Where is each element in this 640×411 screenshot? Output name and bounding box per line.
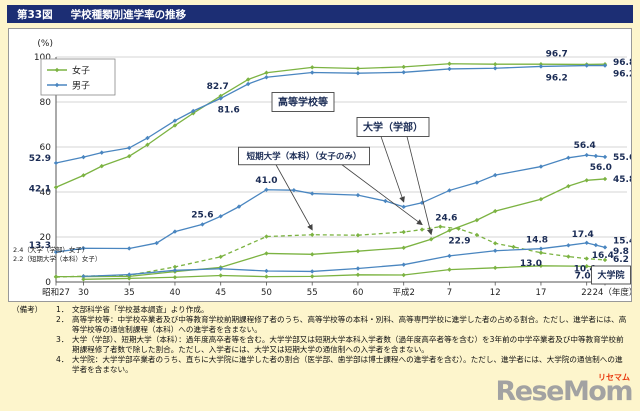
figure-header: 第33図 学校種類別進学率の推移 xyxy=(7,5,633,23)
svg-text:56.0: 56.0 xyxy=(590,163,612,173)
resemom-logo: リセマム ReseMom xyxy=(495,373,633,409)
svg-text:60: 60 xyxy=(40,143,52,153)
svg-text:13.3: 13.3 xyxy=(29,241,51,251)
svg-text:22: 22 xyxy=(581,288,592,298)
svg-text:男子: 男子 xyxy=(72,81,90,92)
svg-text:短期大学（本科）（女子のみ）: 短期大学（本科）（女子のみ） xyxy=(247,151,362,162)
svg-text:16.4: 16.4 xyxy=(592,251,614,261)
svg-text:22.9: 22.9 xyxy=(448,236,470,246)
svg-text:40: 40 xyxy=(170,288,181,298)
resemom-wordmark: ReseMom xyxy=(495,376,633,407)
notes-label: （備考） xyxy=(12,305,43,314)
svg-text:82.7: 82.7 xyxy=(207,82,229,92)
svg-text:大学院: 大学院 xyxy=(597,269,624,281)
svg-text:平成2: 平成2 xyxy=(392,287,414,298)
note-item: 2． 高等学校等：中学校卒業者及び中等教育学校前期課程修了者のうち、高等学校等の… xyxy=(56,315,627,335)
svg-text:96.2: 96.2 xyxy=(613,70,631,80)
svg-text:7.0: 7.0 xyxy=(575,271,591,281)
svg-text:45: 45 xyxy=(215,288,226,298)
svg-text:35: 35 xyxy=(124,288,135,298)
svg-text:0: 0 xyxy=(45,278,51,288)
svg-text:大学（学部）: 大学（学部） xyxy=(363,121,423,134)
svg-text:10.4: 10.4 xyxy=(574,265,596,275)
figure-title: 学校種類別進学率の推移 xyxy=(70,8,187,21)
note-item: 3． 大学（学部）、短期大学（本科）：過年度高卒者等を含む。大学学部又は短期大学… xyxy=(56,335,624,355)
svg-text:2.2（短期大学（本科）女子）: 2.2（短期大学（本科）女子） xyxy=(13,254,101,263)
svg-text:2.4（大学（学部）女子）: 2.4（大学（学部）女子） xyxy=(13,245,88,254)
svg-text:50: 50 xyxy=(261,288,272,298)
svg-text:52.9: 52.9 xyxy=(29,154,51,164)
svg-text:24（年度）: 24（年度） xyxy=(593,287,631,298)
note-item: 4． 大学院：大学学部卒業者のうち、直ちに大学院に進学した者の割合（医学部、歯学… xyxy=(56,355,623,375)
svg-text:42.1: 42.1 xyxy=(29,184,51,194)
resemom-kana-label: リセマム xyxy=(598,373,630,382)
svg-text:17: 17 xyxy=(536,288,547,298)
svg-text:20: 20 xyxy=(40,233,52,243)
svg-text:60: 60 xyxy=(353,288,364,298)
svg-text:55: 55 xyxy=(307,288,318,298)
figure-number: 第33図 xyxy=(17,8,53,21)
svg-text:56.4: 56.4 xyxy=(574,141,596,151)
svg-text:45.8: 45.8 xyxy=(613,175,631,185)
svg-text:96.7: 96.7 xyxy=(546,49,568,59)
svg-text:81.6: 81.6 xyxy=(218,105,240,115)
svg-text:6.2: 6.2 xyxy=(613,255,629,265)
chart-panel: 0 20 40 60 80 100 (%) 昭和27 30 35 40 45 50 55 60 平成2 7 12 1… xyxy=(8,28,632,302)
svg-text:80: 80 xyxy=(40,98,52,108)
notes-section: （備考） 1． 文部科学省「学校基本調査」より作成。 2． 高等学校等：中学校卒… xyxy=(12,305,630,375)
svg-text:高等学校等: 高等学校等 xyxy=(278,96,328,109)
svg-text:15.4: 15.4 xyxy=(613,236,631,246)
note-item: 1． 文部科学省「学校基本調査」より作成。 xyxy=(56,305,209,314)
svg-text:100: 100 xyxy=(34,53,51,63)
svg-text:25.6: 25.6 xyxy=(191,210,213,220)
svg-text:17.4: 17.4 xyxy=(572,230,594,240)
svg-text:96.8: 96.8 xyxy=(613,58,631,68)
svg-text:14.8: 14.8 xyxy=(526,236,548,246)
svg-text:昭和27: 昭和27 xyxy=(42,288,70,298)
svg-text:12: 12 xyxy=(490,288,501,298)
svg-text:9.8: 9.8 xyxy=(613,247,629,257)
svg-text:96.2: 96.2 xyxy=(546,74,568,84)
svg-text:40: 40 xyxy=(40,188,52,198)
svg-text:55.6: 55.6 xyxy=(613,153,631,163)
svg-text:41.0: 41.0 xyxy=(255,176,277,186)
svg-text:24.6: 24.6 xyxy=(435,214,457,224)
svg-text:女子: 女子 xyxy=(72,65,90,77)
svg-text:(%): (%) xyxy=(37,39,53,49)
svg-text:7: 7 xyxy=(447,288,452,298)
svg-text:30: 30 xyxy=(78,288,89,298)
svg-text:13.0: 13.0 xyxy=(520,259,542,269)
line-chart: 0 20 40 60 80 100 (%) 昭和27 30 35 40 45 50 55 60 平成2 7 12 1… xyxy=(13,39,631,298)
